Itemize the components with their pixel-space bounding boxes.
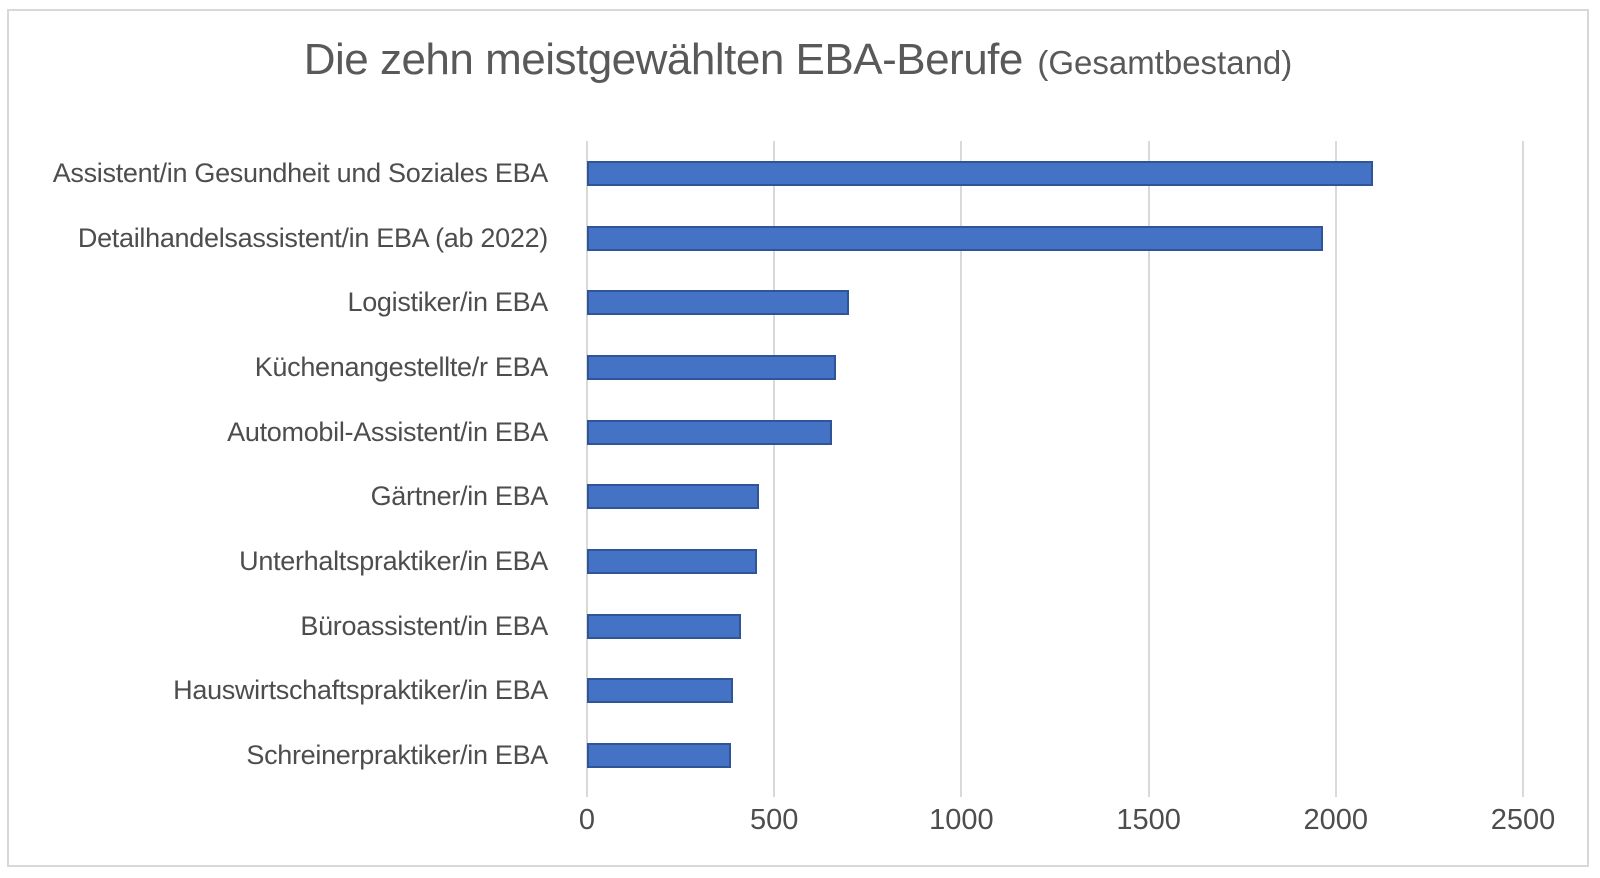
bar-row [587, 335, 1523, 400]
value-axis: 0 500 1000 1500 2000 2500 [579, 788, 1555, 858]
bar [587, 743, 732, 769]
gridline [960, 141, 963, 788]
bar-row [587, 659, 1523, 724]
axis-tick [960, 788, 963, 797]
axis-tick-label: 2500 [1490, 804, 1556, 836]
category-label: Unterhaltspraktiker/in EBA [239, 546, 548, 577]
bar [587, 678, 734, 704]
bar-row [587, 594, 1523, 659]
gridline [586, 141, 588, 788]
category-label: Büroassistent/in EBA [300, 610, 548, 641]
axis-tick-label: 1500 [1116, 804, 1181, 836]
axis-tick [1147, 788, 1150, 797]
bar [587, 290, 850, 316]
axis-tick [586, 788, 588, 797]
bar-row [587, 206, 1523, 271]
bar [587, 419, 833, 445]
bars [587, 141, 1523, 788]
category-label: Hauswirtschaftspraktiker/in EBA [173, 675, 548, 706]
plot-area [586, 141, 1524, 788]
axis-tick-label: 500 [749, 804, 799, 836]
axis-tick [773, 788, 776, 797]
chart-title-main: Die zehn meistgewählten EBA-Berufe [303, 35, 1024, 84]
category-label: Assistent/in Gesundheit und Soziales EBA [52, 157, 549, 188]
category-label: Detailhandelsassistent/in EBA (ab 2022) [77, 222, 548, 253]
axis-tick-label: 2000 [1303, 804, 1369, 836]
axis-tick [1522, 788, 1524, 797]
axis-tick [1334, 788, 1337, 797]
gridline [1522, 141, 1524, 788]
chart-title: Die zehn meistgewählten EBA-Berufe (Gesa… [9, 35, 1587, 85]
bar [587, 354, 836, 380]
bar-row [587, 141, 1523, 206]
bar [587, 160, 1374, 186]
bar-chart: Die zehn meistgewählten EBA-Berufe (Gesa… [7, 9, 1589, 867]
chart-title-suffix: (Gesamtbestand) [1037, 44, 1293, 81]
category-label: Küchenangestellte/r EBA [254, 351, 549, 382]
bar-row [587, 723, 1523, 788]
bar [587, 225, 1323, 251]
bar [587, 484, 760, 510]
category-label: Schreinerpraktiker/in EBA [246, 740, 548, 771]
bar-row [587, 529, 1523, 594]
category-axis-labels: Assistent/in Gesundheit und Soziales EBA… [21, 141, 549, 788]
category-label: Automobil-Assistent/in EBA [227, 416, 548, 447]
bar-row [587, 400, 1523, 465]
gridline [773, 141, 776, 788]
gridlines [586, 141, 1524, 788]
axis-tick-label: 1000 [929, 804, 994, 836]
bar [587, 613, 741, 639]
bar-row [587, 465, 1523, 530]
axis-tick-label: 0 [578, 804, 596, 836]
gridline [1147, 141, 1150, 788]
bar-row [587, 270, 1523, 335]
category-label: Logistiker/in EBA [347, 287, 549, 318]
gridline [1334, 141, 1337, 788]
bar [587, 549, 758, 575]
category-label: Gärtner/in EBA [370, 481, 549, 512]
